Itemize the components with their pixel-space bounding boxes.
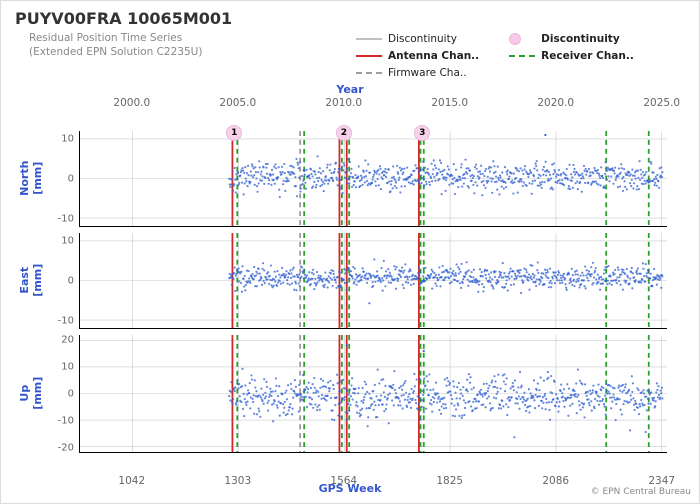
ylabel-north: North[mm] (18, 148, 44, 208)
ytick: 0 (68, 174, 80, 185)
ytick: -10 (58, 214, 80, 225)
ylabel-east: East[mm] (18, 250, 44, 310)
discontinuity-marker: 1 (226, 125, 242, 141)
year-tick: 2005.0 (219, 97, 256, 109)
year-tick: 2020.0 (537, 97, 574, 109)
firmware-line-icon (356, 72, 382, 74)
panel-up: -20-1001020 (79, 335, 667, 453)
ytick: 0 (68, 276, 80, 287)
discontinuity-marker-icon (509, 33, 521, 45)
ylabel-up: Up[mm] (18, 363, 44, 423)
legend-receiver: Receiver Chan.. (540, 49, 635, 63)
discontinuity-marker: 3 (414, 125, 430, 141)
discontinuity-marker: 2 (336, 125, 352, 141)
panel-north: -10010123 (79, 131, 667, 227)
year-tick: 2025.0 (643, 97, 680, 109)
subtitle-line-1: Residual Position Time Series (29, 32, 182, 44)
figure-title: PUYV00FRA 10065M001 (15, 9, 232, 28)
ytick: 20 (61, 335, 80, 346)
top-axis-title: Year (1, 83, 699, 96)
attribution: © EPN Central Bureau (591, 487, 691, 497)
receiver-line-icon (509, 55, 535, 57)
ytick: 10 (61, 362, 80, 373)
legend-discontinuity-line: Discontinuity (387, 32, 480, 46)
ytick: -10 (58, 415, 80, 426)
ytick: 10 (61, 134, 80, 145)
subtitle-line-2: (Extended EPN Solution C2235U) (29, 46, 202, 58)
antenna-line-icon (356, 55, 382, 57)
legend-antenna: Antenna Chan.. (387, 49, 480, 63)
panel-east: -10010 (79, 233, 667, 329)
year-tick: 2015.0 (431, 97, 468, 109)
ytick: -20 (58, 442, 80, 453)
ytick: 0 (68, 389, 80, 400)
legend-discontinuity-marker: Discontinuity (540, 32, 635, 46)
discontinuity-line-icon (356, 38, 382, 40)
ytick: 10 (61, 236, 80, 247)
ytick: -10 (58, 316, 80, 327)
year-tick: 2010.0 (325, 97, 362, 109)
legend: Discontinuity Discontinuity Antenna Chan… (351, 29, 639, 83)
figure: PUYV00FRA 10065M001 Residual Position Ti… (0, 0, 700, 504)
figure-subtitle: Residual Position Time Series (Extended … (29, 31, 202, 59)
year-tick: 2000.0 (113, 97, 150, 109)
legend-firmware: Firmware Cha.. (387, 66, 480, 80)
